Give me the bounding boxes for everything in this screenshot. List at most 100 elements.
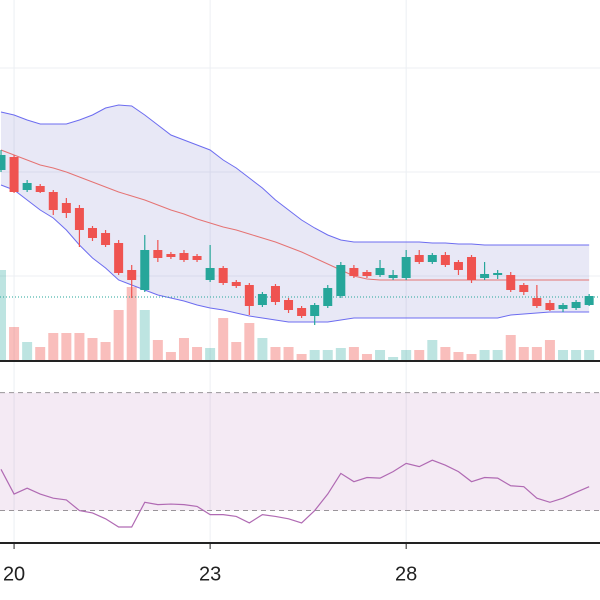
- candle-body: [375, 268, 385, 275]
- volume-bar: [74, 333, 85, 360]
- volume-bar: [375, 350, 386, 360]
- candle-body: [388, 275, 398, 278]
- candle-body: [414, 255, 424, 262]
- volume-bar: [322, 350, 333, 360]
- candle-body: [127, 270, 137, 280]
- candle-body: [440, 255, 450, 265]
- candle-body: [270, 286, 280, 302]
- candle-body: [362, 272, 372, 276]
- middle-band: [0, 149, 590, 281]
- candle-body: [571, 302, 581, 308]
- candle-body: [153, 250, 163, 258]
- volume-bar: [192, 347, 203, 360]
- volume-bar: [571, 350, 582, 360]
- candle-body: [310, 305, 320, 316]
- candle-body: [74, 208, 84, 230]
- volume-bar: [0, 270, 6, 360]
- volume-bar: [48, 333, 59, 360]
- volume-bar: [584, 350, 595, 360]
- candle-body: [480, 274, 490, 278]
- volume-bar: [492, 350, 503, 360]
- volume-bar: [61, 333, 72, 360]
- volume-bar: [283, 347, 294, 360]
- volume-bar: [335, 348, 346, 360]
- volume-bar: [505, 335, 516, 360]
- volume-bar: [87, 338, 98, 360]
- volume-bar: [9, 327, 20, 360]
- candle-body: [493, 273, 503, 275]
- volume-bar: [218, 318, 229, 360]
- x-tick-label: 28: [395, 563, 417, 585]
- candle-body: [532, 298, 542, 306]
- volume-bar: [165, 352, 176, 360]
- lower-band: [0, 184, 590, 323]
- candle-body: [584, 296, 594, 305]
- candle-body: [192, 256, 202, 260]
- volume-bar: [453, 352, 464, 360]
- candle-body: [9, 157, 19, 192]
- volume-bar: [309, 350, 320, 360]
- candle-body: [218, 268, 228, 283]
- volume-bar: [414, 350, 425, 360]
- candle-body: [140, 250, 150, 290]
- volume-bar: [257, 338, 268, 360]
- volume-bar: [348, 347, 359, 360]
- volume-bar: [440, 347, 451, 360]
- candle-body: [453, 262, 463, 270]
- volume-bar: [401, 350, 412, 360]
- volume-bar: [296, 354, 307, 360]
- rsi-line: [0, 459, 590, 528]
- volume-bar: [270, 347, 281, 360]
- x-tick-label: 23: [199, 563, 221, 585]
- candle-body: [297, 308, 307, 316]
- candle-body: [349, 268, 359, 276]
- volume-bar: [205, 348, 216, 360]
- volume-bar: [531, 347, 542, 360]
- candle-body: [336, 265, 346, 296]
- volume-bar: [152, 340, 163, 360]
- candle-body: [35, 186, 45, 192]
- candle-body: [61, 203, 71, 213]
- upper-band: [0, 104, 590, 246]
- candle-body: [48, 192, 58, 210]
- candle-body: [114, 243, 124, 273]
- candle-body: [558, 305, 568, 309]
- candle-body: [87, 228, 97, 238]
- rsi-level-fill: [0, 392, 600, 511]
- candle-body: [101, 233, 111, 245]
- candle-body: [519, 285, 529, 292]
- candle-body: [231, 282, 241, 286]
- volume-bar: [126, 287, 137, 360]
- volume-bar: [139, 310, 150, 360]
- candle-body: [284, 300, 294, 310]
- volume-bar: [388, 357, 399, 360]
- candle-body: [467, 257, 477, 280]
- candle-body: [427, 255, 437, 262]
- volume-bar: [518, 347, 529, 360]
- candle-body: [166, 254, 176, 257]
- candle-body: [401, 257, 411, 278]
- candle-body: [323, 288, 333, 306]
- candle-body: [545, 303, 555, 310]
- band-fill: [1, 105, 590, 322]
- volume-bar: [479, 350, 490, 360]
- volume-bar: [100, 342, 111, 360]
- volume-bar: [544, 340, 555, 360]
- candle-body: [506, 275, 516, 290]
- volume-bar: [22, 342, 33, 360]
- volume-bar: [113, 310, 124, 360]
- candle-body: [205, 268, 215, 280]
- volume-bar: [558, 350, 569, 360]
- volume-bar: [427, 340, 438, 360]
- candle-body: [257, 294, 267, 305]
- volume-bar: [244, 323, 255, 360]
- candle-body: [179, 253, 189, 260]
- volume-bar: [231, 342, 242, 360]
- volume-bar: [466, 354, 477, 360]
- candle-body: [244, 285, 254, 306]
- volume-bar: [35, 347, 46, 360]
- x-tick-label: 20: [3, 563, 25, 585]
- candle-body: [0, 155, 6, 170]
- volume-bar: [361, 354, 372, 360]
